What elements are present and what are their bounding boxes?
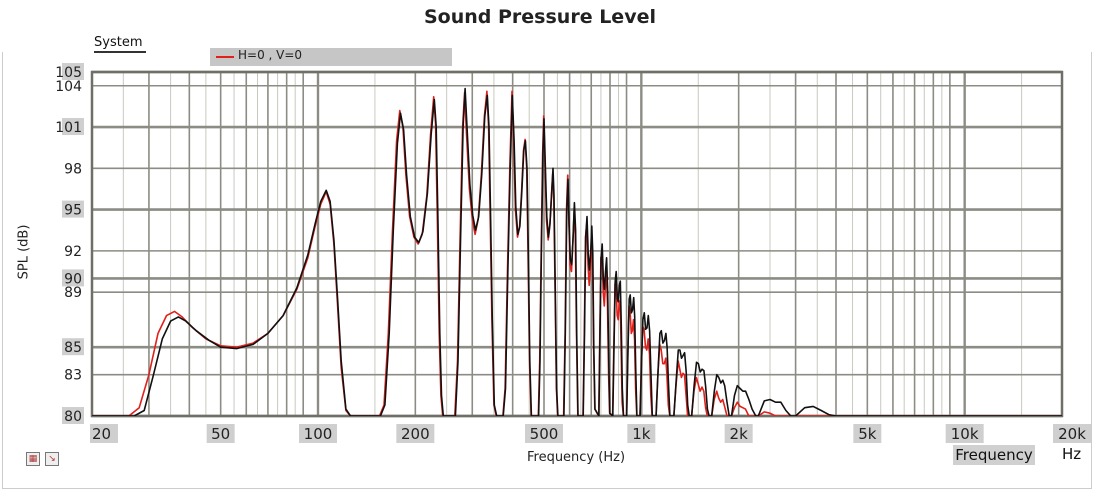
x-axis-label: Frequency (Hz) [526, 450, 626, 465]
x-tick-label: 5k [858, 425, 877, 443]
chart-title: Sound Pressure Level [424, 6, 656, 28]
legend-label: H=0 , V=0 [238, 48, 303, 62]
y-tick-label: 83 [64, 368, 82, 384]
x-tick-label-bg [90, 424, 118, 443]
y-tick-label-bg [62, 338, 84, 356]
x-tick-label: 2k [730, 425, 749, 443]
unit-label: Hz [1062, 445, 1082, 463]
series-line-black [92, 87, 1062, 416]
y-tick-label: 95 [64, 203, 82, 219]
x-tick-label-bg [724, 424, 753, 443]
x-tick-label: 200 [401, 425, 430, 443]
y-tick-label-bg [62, 63, 84, 80]
tab-system[interactable]: System [94, 35, 147, 53]
grid-toggle-icon[interactable]: ▦ [26, 452, 40, 466]
x-tick-label-bg [396, 424, 435, 443]
y-axis-label: SPL (dB) [16, 224, 32, 280]
y-tick-label: 92 [64, 244, 82, 260]
x-tick-label: 500 [530, 425, 559, 443]
legend-swatch [216, 56, 234, 58]
x-tick-label-bg [627, 424, 656, 443]
y-tick-label: 85 [64, 340, 82, 356]
x-tick-label: 10k [951, 425, 979, 443]
plot-frame [2, 52, 1092, 489]
y-tick-label: 101 [55, 120, 82, 136]
y-tick-label-bg [62, 269, 84, 287]
x-tick-label-bg [299, 424, 338, 443]
legend: H=0 , V=0 [210, 48, 452, 66]
frequency-button[interactable]: Frequency [953, 445, 1035, 465]
cursor-icon[interactable]: ↘ [45, 452, 59, 466]
x-tick-label: 1k [632, 425, 651, 443]
y-tick-label: 89 [64, 285, 82, 301]
x-tick-label: 50 [211, 425, 230, 443]
y-tick-label: 98 [64, 161, 82, 177]
y-tick-label-bg [62, 407, 84, 424]
x-tick-label-bg [945, 424, 984, 443]
y-tick-label: 80 [64, 409, 82, 425]
y-tick-label-bg [62, 200, 84, 218]
y-tick-label: 105 [55, 65, 82, 81]
x-tick-label: 100 [304, 425, 333, 443]
x-tick-label: 20k [1058, 425, 1086, 443]
y-tick-label: 90 [64, 271, 82, 287]
y-tick-label: 104 [55, 79, 82, 95]
x-tick-label-bg [206, 424, 235, 443]
x-tick-label: 20 [92, 425, 111, 443]
x-tick-label-bg [525, 424, 564, 443]
x-tick-label-bg [1053, 424, 1091, 443]
y-tick-label-bg [62, 118, 84, 136]
x-tick-label-bg [853, 424, 882, 443]
